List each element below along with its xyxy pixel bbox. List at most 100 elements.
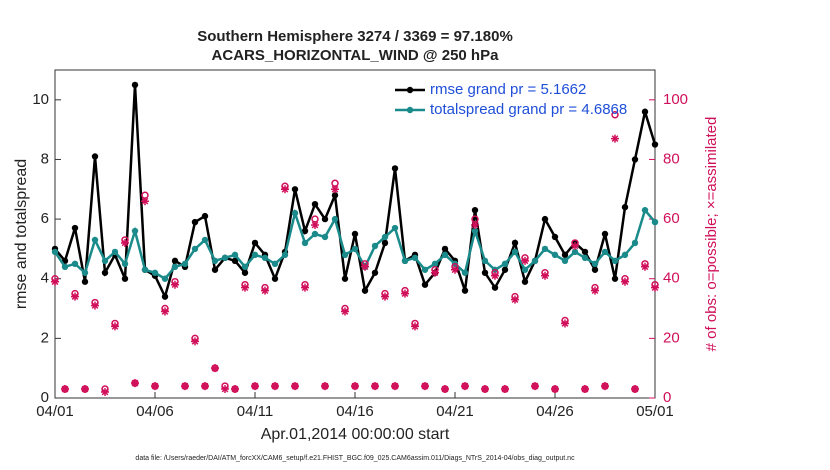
obs-assimilated	[321, 382, 329, 391]
footnote: data file: /Users/raeder/DAI/ATM_forcXX/…	[135, 455, 575, 462]
series-point	[71, 224, 79, 232]
y-tick-label: 8	[41, 150, 49, 167]
obs-assimilated	[451, 265, 459, 274]
x-tick-label: 04/16	[336, 403, 374, 420]
series-point	[241, 269, 249, 276]
series-point	[611, 257, 619, 265]
legend-marker	[406, 106, 414, 114]
series-point	[171, 263, 179, 270]
obs-assimilated	[171, 280, 179, 289]
series-point	[541, 245, 549, 253]
y-tick-label: 10	[32, 91, 49, 108]
series-point	[191, 218, 199, 226]
series-point	[141, 266, 149, 273]
legend-label: rmse grand pr = 5.1662	[430, 81, 586, 98]
series-point	[641, 206, 649, 214]
series-point	[501, 266, 509, 273]
y2-tick-label: 80	[663, 150, 680, 167]
series-point	[651, 141, 659, 148]
obs-assimilated	[331, 185, 339, 194]
obs-assimilated	[471, 221, 479, 230]
obs-assimilated	[261, 286, 269, 295]
series-point	[431, 260, 439, 268]
obs-assimilated	[51, 277, 59, 286]
series-point	[161, 293, 169, 300]
series-point	[391, 224, 399, 232]
series-point	[51, 248, 59, 256]
obs-assimilated	[621, 277, 629, 286]
series-point	[131, 227, 139, 235]
obs-assimilated	[631, 385, 639, 394]
chart-subtitle: ACARS_HORIZONTAL_WIND @ 250 hPa	[212, 47, 500, 64]
series-point	[291, 186, 299, 193]
series-point	[81, 278, 89, 285]
series-point	[351, 230, 359, 238]
series-point	[591, 260, 599, 268]
series-point	[261, 254, 269, 262]
series-point	[311, 230, 319, 238]
series-point	[171, 257, 179, 265]
obs-assimilated	[601, 382, 609, 391]
series-point	[551, 251, 559, 259]
obs-assimilated	[441, 385, 449, 394]
obs-assimilated	[411, 322, 419, 331]
obs-assimilated	[61, 385, 69, 394]
obs-assimilated	[131, 379, 139, 388]
obs-assimilated	[501, 385, 509, 394]
series-point	[631, 239, 639, 247]
obs-assimilated	[191, 337, 199, 346]
series-point	[481, 257, 489, 265]
series-point	[381, 239, 389, 247]
series-point	[401, 257, 409, 265]
series-point	[421, 281, 429, 288]
series-point	[331, 192, 339, 199]
obs-assimilated	[301, 283, 309, 292]
x-axis-label: Apr.01,2014 00:00:00 start	[261, 426, 450, 443]
series-point	[591, 266, 599, 273]
x-tick-label: 04/11	[237, 403, 273, 420]
obs-assimilated	[91, 301, 99, 310]
series-point	[271, 260, 279, 268]
obs-assimilated	[401, 289, 409, 298]
obs-assimilated	[561, 319, 569, 328]
obs-assimilated	[211, 364, 219, 373]
series-point	[251, 251, 259, 259]
series-point	[371, 242, 379, 250]
obs-assimilated	[311, 221, 319, 230]
x-tick-label: 04/06	[136, 403, 174, 420]
obs-assimilated	[461, 382, 469, 391]
series-point	[631, 156, 639, 163]
series-point	[231, 257, 239, 265]
y-tick-label: 0	[41, 389, 49, 406]
y2-tick-label: 20	[663, 329, 680, 346]
series-point	[91, 236, 99, 244]
obs-assimilated	[491, 271, 499, 280]
series-point	[151, 269, 159, 276]
series-point	[621, 203, 629, 211]
series-point	[131, 81, 139, 89]
obs-assimilated	[221, 385, 229, 394]
series-point	[391, 165, 399, 172]
obs-assimilated	[391, 382, 399, 391]
series-point	[221, 254, 229, 262]
series-point	[241, 263, 249, 270]
series-point	[121, 275, 129, 282]
series-point	[651, 218, 659, 226]
series-point	[381, 233, 389, 241]
obs-assimilated	[141, 197, 149, 206]
x-tick-label: 04/01	[36, 403, 74, 420]
series-point	[211, 257, 219, 265]
series-point	[201, 236, 209, 244]
obs-assimilated	[351, 382, 359, 391]
series-point	[371, 269, 379, 276]
obs-assimilated	[151, 382, 159, 391]
series-point	[581, 254, 589, 262]
obs-assimilated	[381, 292, 389, 301]
y2-tick-label: 100	[663, 91, 688, 108]
series-point	[201, 212, 209, 220]
series-point	[311, 200, 319, 208]
obs-assimilated	[71, 292, 79, 301]
obs-assimilated	[371, 382, 379, 391]
legend-marker	[406, 86, 414, 94]
